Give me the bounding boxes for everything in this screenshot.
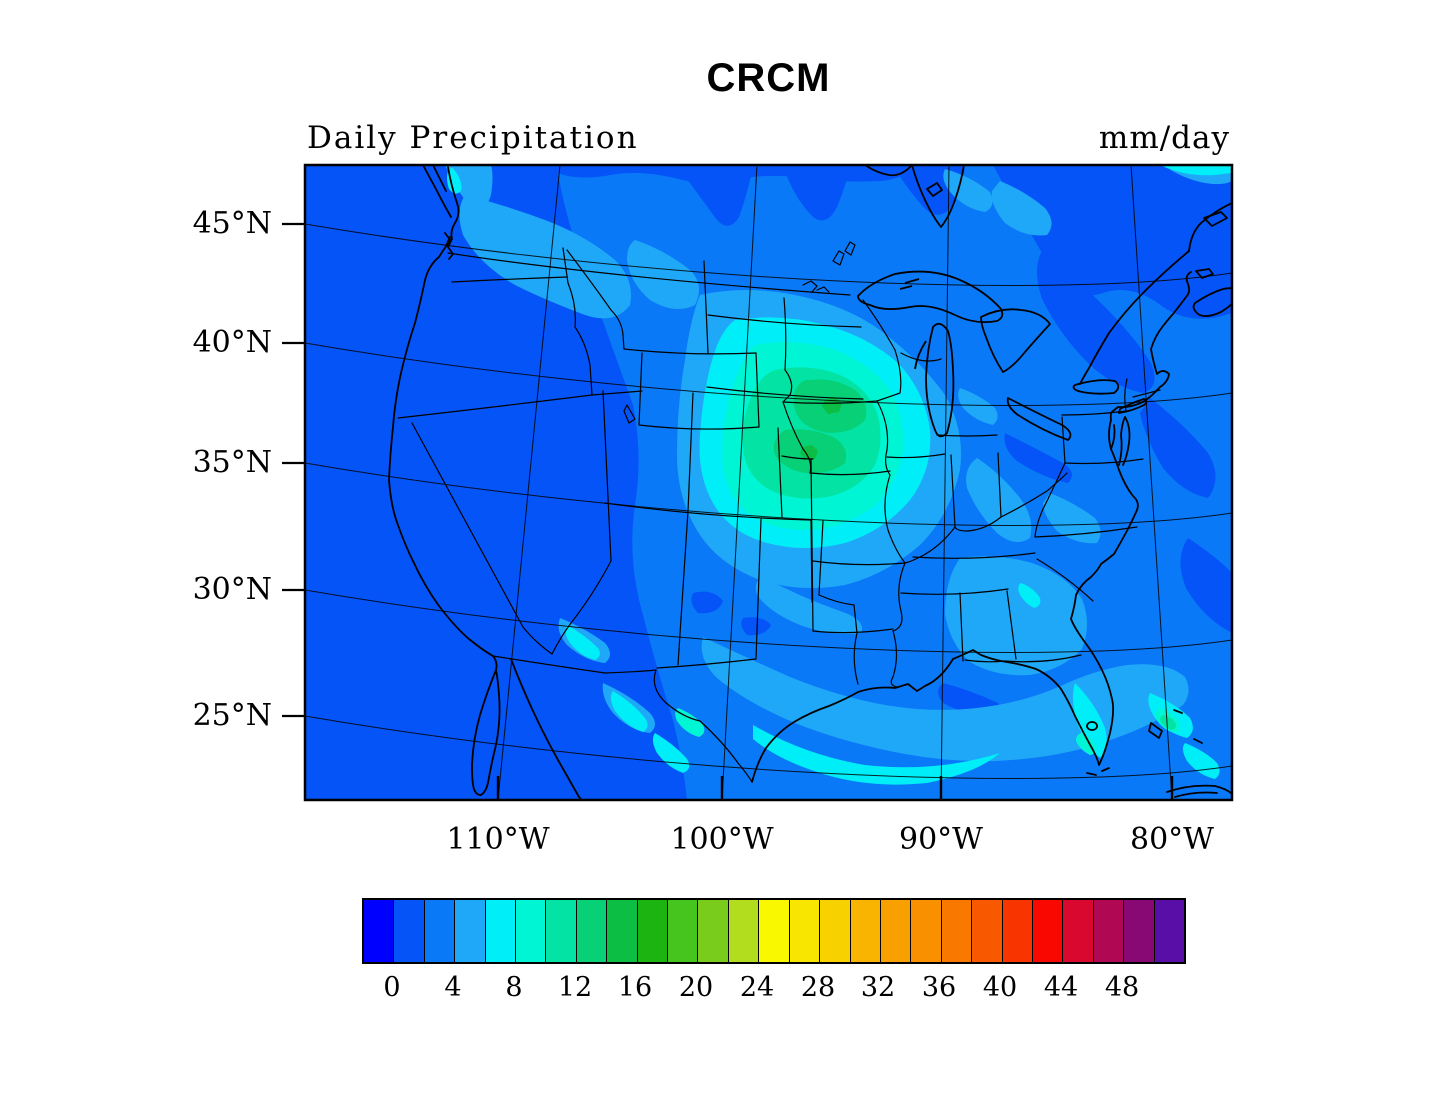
great-lakes <box>857 270 1120 441</box>
colorbar-tick-label: 16 <box>617 972 653 1003</box>
lon-tick-label: 90°W <box>898 822 983 857</box>
colorbar-cell <box>485 900 517 962</box>
colorbar-tick-label: 8 <box>505 972 523 1003</box>
colorbar-cell <box>1154 900 1184 962</box>
colorbar-cell <box>607 900 638 962</box>
colorbar-cell <box>759 900 790 962</box>
colorbar-cell <box>364 900 395 962</box>
map-frame <box>303 163 1234 802</box>
lat-tick-label: 40°N <box>192 325 272 360</box>
colorbar-tick-label: 40 <box>982 972 1018 1003</box>
colorbar-cell <box>1093 900 1125 962</box>
lat-tick-label: 45°N <box>192 206 272 241</box>
figure-title: CRCM <box>706 56 831 100</box>
colorbar-cell <box>1124 900 1155 962</box>
variable-label: Daily Precipitation <box>307 120 639 156</box>
colorbar-cell <box>850 900 881 962</box>
graticule-lines <box>305 165 1232 800</box>
colorbar-cell <box>668 900 699 962</box>
colorbar-tick-label: 44 <box>1043 972 1079 1003</box>
colorbar-tick-label: 48 <box>1104 972 1140 1003</box>
colorbar-cell <box>576 900 608 962</box>
lat-tick-marks <box>282 222 305 718</box>
colorbar-cell <box>972 900 1003 962</box>
colorbar-cell <box>1002 900 1033 962</box>
colorbar <box>362 898 1186 964</box>
lon-tick-marks <box>496 776 1174 800</box>
lat-tick-label: 35°N <box>192 445 272 480</box>
colorbar-cell <box>789 900 821 962</box>
colorbar-cell <box>698 900 729 962</box>
colorbar-cell <box>911 900 942 962</box>
colorbar-tick-label: 24 <box>739 972 775 1003</box>
colorbar-tick-label: 28 <box>800 972 836 1003</box>
colorbar-tick-label: 4 <box>444 972 462 1003</box>
units-label: mm/day <box>1098 120 1230 156</box>
lat-tick-label: 25°N <box>192 698 272 733</box>
colorbar-tick-label: 32 <box>860 972 896 1003</box>
colorbar-cell <box>394 900 425 962</box>
colorbar-tick-label: 20 <box>678 972 714 1003</box>
colorbar-tick-label: 12 <box>557 972 593 1003</box>
colorbar-tick-label: 0 <box>383 972 401 1003</box>
colorbar-cell <box>546 900 577 962</box>
colorbar-cell <box>1032 900 1064 962</box>
colorbar-cell <box>728 900 760 962</box>
colorbar-cell <box>880 900 912 962</box>
colorbar-cell <box>637 900 669 962</box>
lon-tick-label: 80°W <box>1129 822 1214 857</box>
colorbar-cell <box>1063 900 1094 962</box>
colorbar-cell <box>820 900 851 962</box>
colorbar-cell <box>941 900 973 962</box>
coastlines <box>388 165 1232 800</box>
lat-tick-label: 30°N <box>192 572 272 607</box>
state-borders <box>397 241 1161 783</box>
lon-tick-label: 110°W <box>446 822 550 857</box>
colorbar-cell <box>516 900 547 962</box>
colorbar-cell <box>455 900 486 962</box>
colorbar-tick-label: 36 <box>921 972 957 1003</box>
colorbar-cell <box>424 900 456 962</box>
lon-tick-label: 100°W <box>670 822 774 857</box>
